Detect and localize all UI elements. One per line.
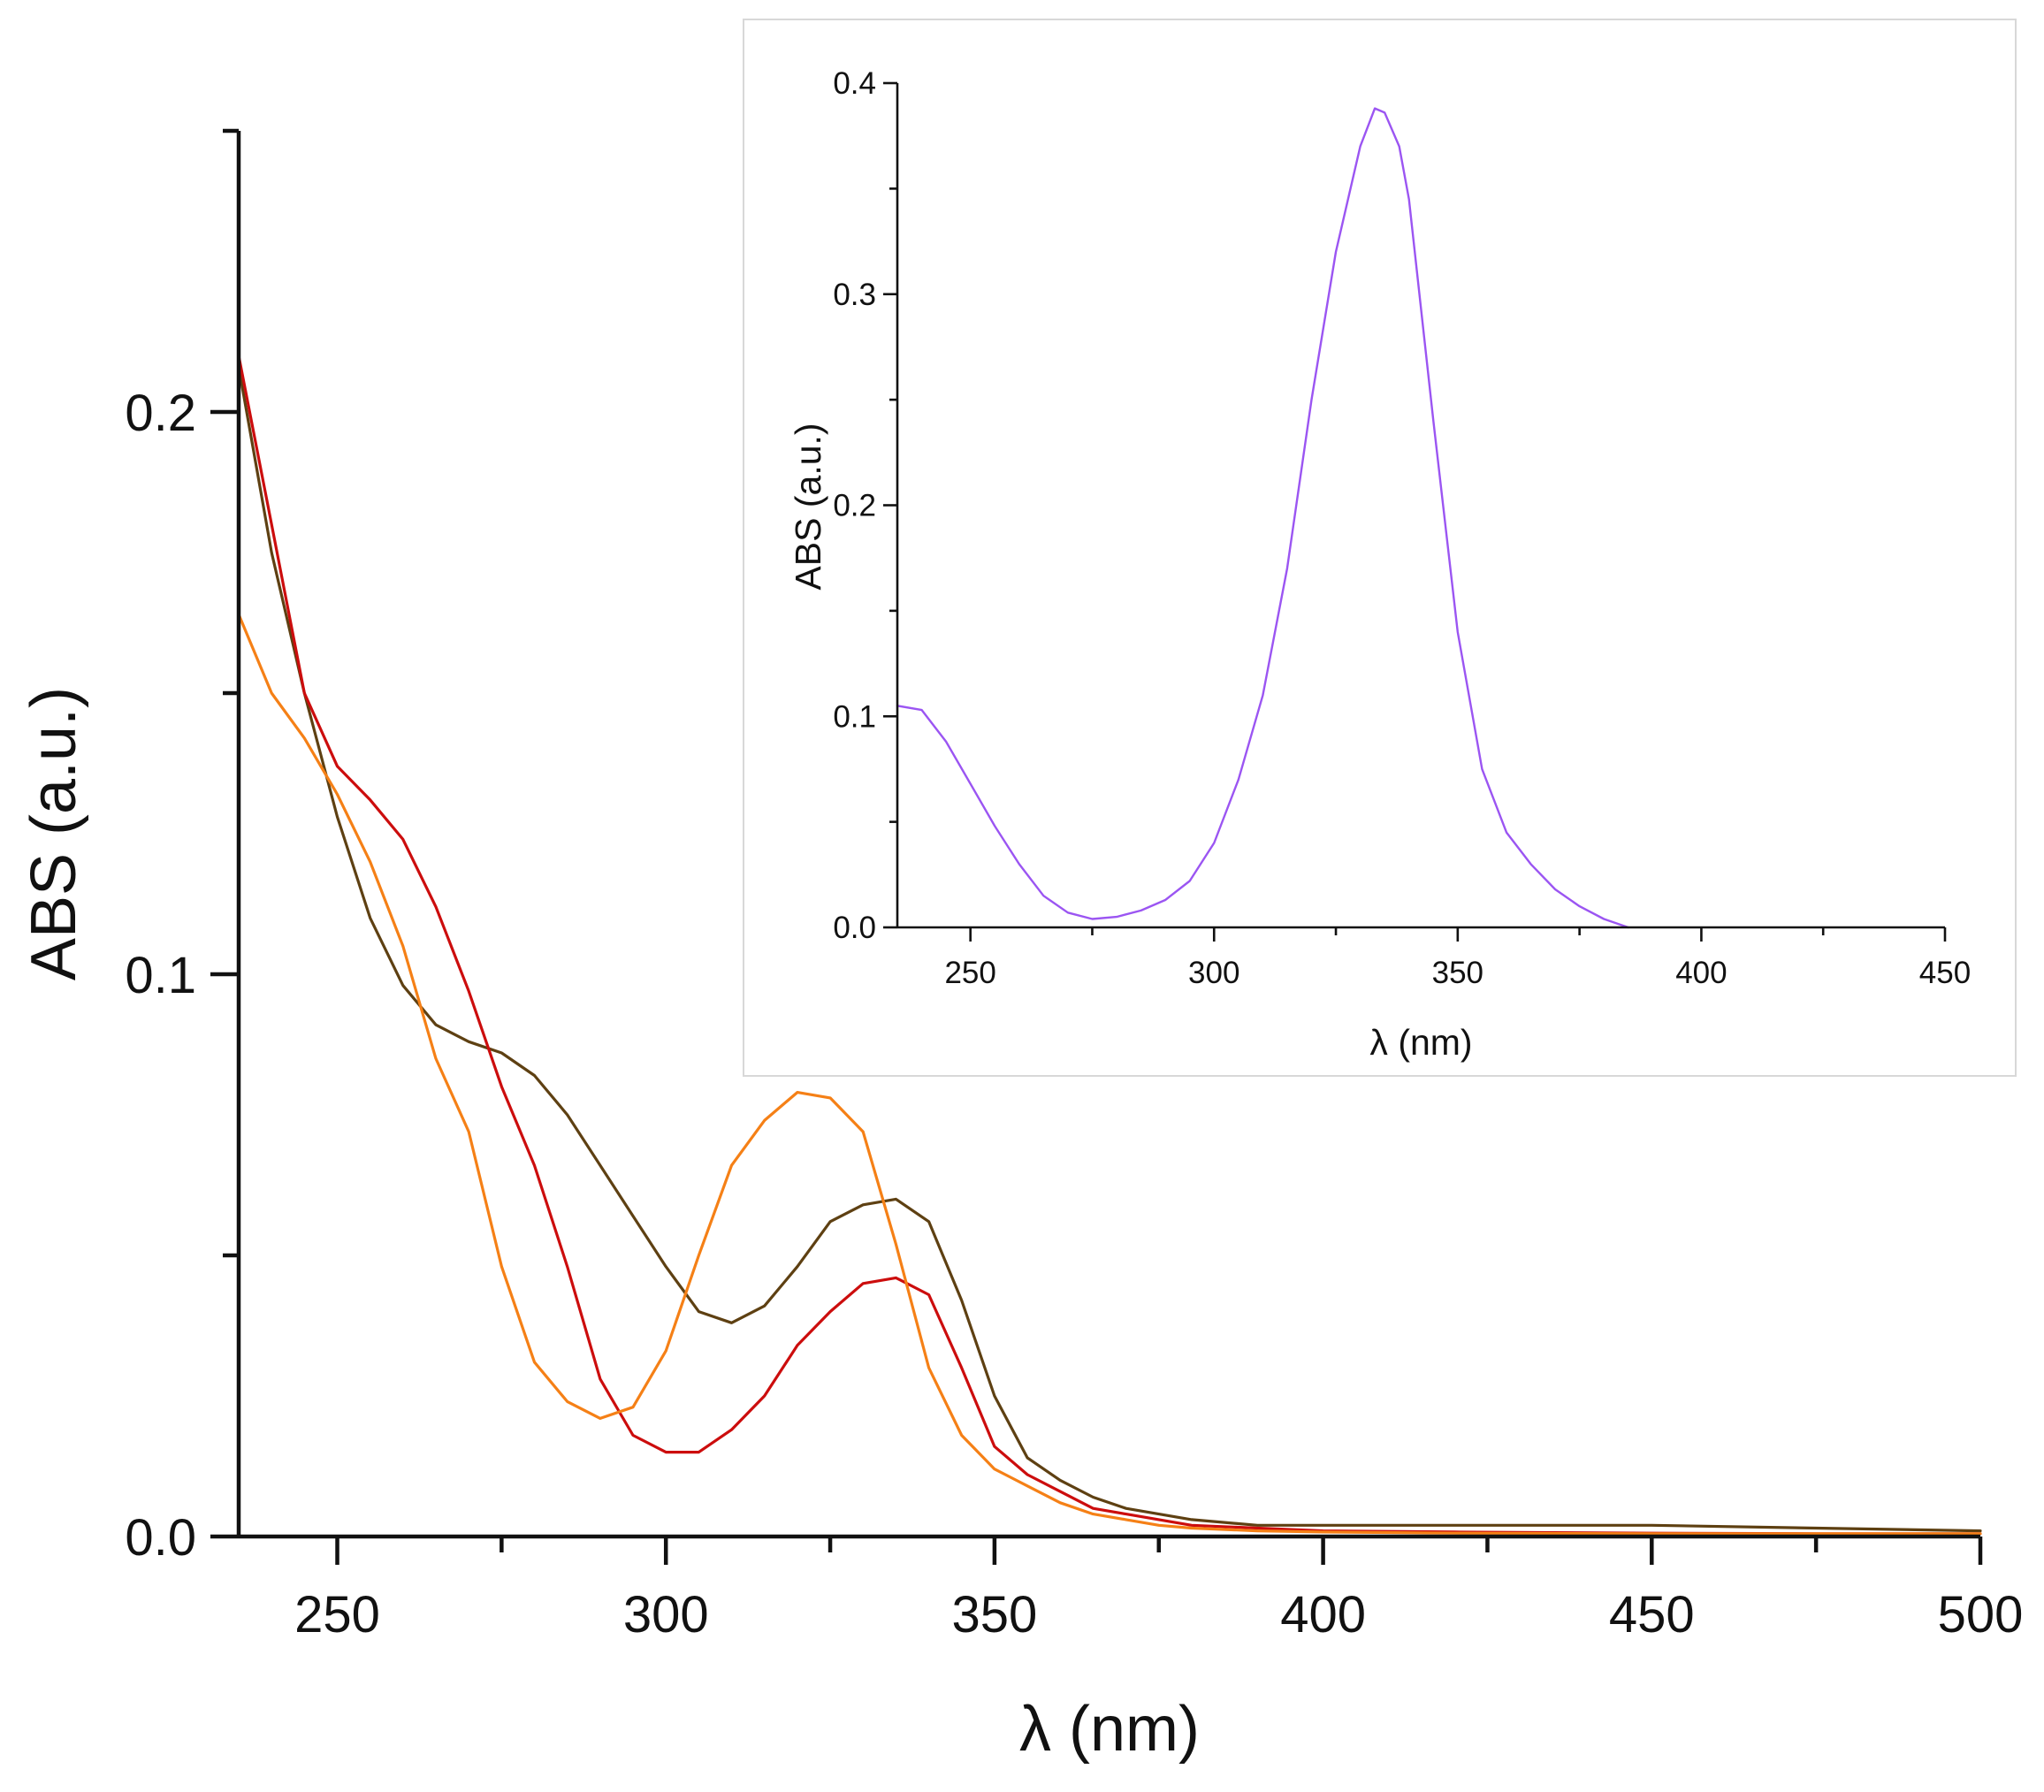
main-x-tick-label: 450 [1609, 1586, 1695, 1643]
inset-y-ticks: 0.0 0.1 0.2 0.3 0.4 [833, 66, 897, 945]
inset-x-ticks: 250 300 350 400 450 [944, 927, 1971, 990]
inset-x-tick-label: 400 [1675, 956, 1727, 990]
inset-y-tick-label: 0.4 [833, 66, 876, 101]
main-series-group [237, 354, 1982, 1536]
main-series-orange-line [237, 613, 1982, 1536]
main-x-ticks: 250 300 350 400 450 500 [294, 1537, 2023, 1643]
inset-y-axis-label: ABS (a.u.) [788, 423, 828, 590]
inset-y-tick-label: 0.1 [833, 699, 876, 734]
inset-frame [743, 19, 2017, 1077]
inset-series-purple-line [896, 107, 1629, 929]
inset-y-tick-label: 0.0 [833, 911, 876, 945]
main-y-tick-label: 0.2 [125, 385, 196, 442]
main-series-red-line [237, 354, 1982, 1536]
inset-x-tick-label: 350 [1432, 956, 1483, 990]
main-x-tick-label: 500 [1938, 1586, 2024, 1643]
main-x-tick-label: 300 [623, 1586, 709, 1643]
main-y-axis-label: ABS (a.u.) [19, 687, 89, 980]
main-y-tick-label: 0.1 [125, 947, 196, 1004]
inset-x-tick-label: 300 [1188, 956, 1239, 990]
inset-chart: 250 300 350 400 450 0.0 0.1 0.2 0.3 0.4 λ (nm) A… [743, 19, 2017, 1077]
inset-x-tick-label: 250 [944, 956, 995, 990]
main-y-tick-label: 0.0 [125, 1509, 196, 1567]
inset-y-tick-label: 0.3 [833, 278, 876, 312]
main-chart: 250 300 350 400 450 500 0.0 0.1 0.2 λ (nm) ABS … [19, 128, 2023, 1765]
main-x-axis-label: λ (nm) [1019, 1694, 1200, 1765]
inset-x-tick-label: 450 [1919, 956, 1971, 990]
main-series-brown-line [237, 365, 1982, 1533]
main-x-tick-label: 350 [952, 1586, 1038, 1643]
main-y-ticks: 0.0 0.1 0.2 [125, 128, 239, 1567]
inset-y-tick-label: 0.2 [833, 489, 876, 523]
main-x-tick-label: 400 [1280, 1586, 1366, 1643]
inset-x-axis-label: λ (nm) [1369, 1022, 1472, 1063]
inset-series-group [896, 107, 1629, 929]
main-x-tick-label: 250 [294, 1586, 380, 1643]
